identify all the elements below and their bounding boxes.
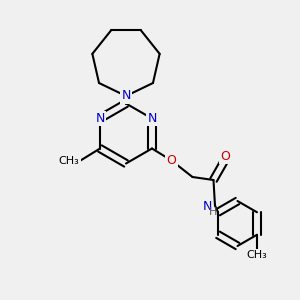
Text: CH₃: CH₃ xyxy=(59,155,80,166)
Text: N: N xyxy=(95,112,105,125)
Text: N: N xyxy=(203,200,212,214)
Text: N: N xyxy=(147,112,157,125)
Text: N: N xyxy=(121,89,131,103)
Text: O: O xyxy=(167,154,176,167)
Text: H: H xyxy=(208,207,217,218)
Text: O: O xyxy=(220,149,230,163)
Text: CH₃: CH₃ xyxy=(247,250,267,260)
